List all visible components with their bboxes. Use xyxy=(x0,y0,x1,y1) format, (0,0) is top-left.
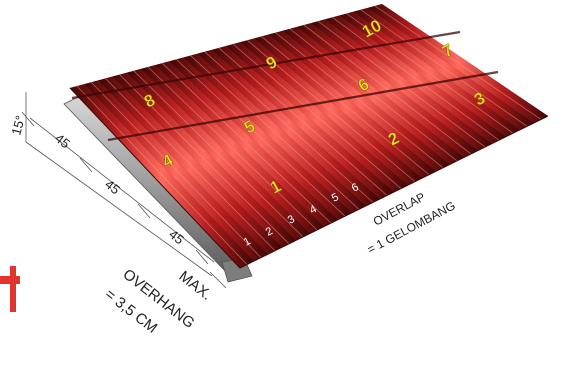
tick-1 xyxy=(21,111,35,127)
spacing-line xyxy=(29,117,215,263)
spacing-label: 45 xyxy=(166,227,187,248)
overlap-seams xyxy=(71,30,499,142)
angle-label: 15° xyxy=(8,114,28,137)
wave-highlight xyxy=(204,51,374,203)
spacing-label: 45 xyxy=(102,177,123,198)
wave-number: 4 xyxy=(308,203,319,216)
wave-highlight xyxy=(360,9,528,127)
tick-4 xyxy=(195,249,209,265)
overhang-note-line1: MAX. xyxy=(176,268,215,304)
wave-highlight xyxy=(289,28,458,162)
roof-wave xyxy=(240,38,422,186)
roof-wave xyxy=(98,76,282,255)
wave-number: 5 xyxy=(330,191,341,204)
wave-highlight xyxy=(105,78,276,252)
roof-wave xyxy=(155,61,338,227)
wave-highlight xyxy=(218,47,388,196)
wave-number: 2 xyxy=(264,225,275,238)
wave-count: 1 2 3 4 5 6 xyxy=(242,181,361,248)
roof-wave xyxy=(211,46,394,199)
seam-front xyxy=(107,70,499,142)
roof-wave xyxy=(197,49,380,206)
wave-highlight xyxy=(261,36,430,176)
edge-marker xyxy=(0,266,20,312)
dimension-lines xyxy=(21,92,227,289)
wave-highlight xyxy=(133,70,304,238)
roof-wave xyxy=(254,34,436,179)
wave-number: 3 xyxy=(286,213,297,226)
roof-wave xyxy=(84,80,268,262)
angle-baseline xyxy=(25,141,213,277)
wave-highlight xyxy=(332,17,500,141)
tick-3 xyxy=(137,203,151,219)
wave-highlight xyxy=(346,13,514,134)
roof-edge xyxy=(69,87,549,269)
wave-highlight xyxy=(303,24,472,155)
roof-wave xyxy=(112,72,296,248)
roof-wave xyxy=(311,19,492,151)
seam-back xyxy=(71,30,461,100)
wave-highlight xyxy=(176,59,346,217)
overhang-note: MAX. OVERHANG = 3,5 CM xyxy=(102,266,215,337)
wave-highlight xyxy=(161,62,332,224)
wave-highlight xyxy=(76,85,248,265)
roof-wave xyxy=(126,68,311,241)
wave-number: 1 xyxy=(242,235,253,248)
roof-panel xyxy=(69,4,549,269)
roof-wave xyxy=(226,42,408,192)
spacing-label: 45 xyxy=(52,131,73,152)
roof-wave xyxy=(183,53,366,213)
wave-highlight xyxy=(147,66,318,231)
roof-wave xyxy=(169,57,352,220)
wave-highlight xyxy=(119,74,290,245)
wave-highlight xyxy=(317,20,486,148)
roof-wave xyxy=(268,30,450,172)
wave-highlight xyxy=(275,32,444,169)
overhang-line xyxy=(209,271,227,289)
roof-wave xyxy=(140,65,324,234)
wave-highlight xyxy=(190,55,360,210)
wave-highlight xyxy=(232,43,402,189)
wave-number: 6 xyxy=(350,181,361,194)
wave-highlight xyxy=(90,81,262,258)
roof-wave xyxy=(282,26,464,165)
wave-highlight xyxy=(374,5,542,120)
tick-2 xyxy=(79,157,93,173)
roof-wave xyxy=(70,84,254,268)
